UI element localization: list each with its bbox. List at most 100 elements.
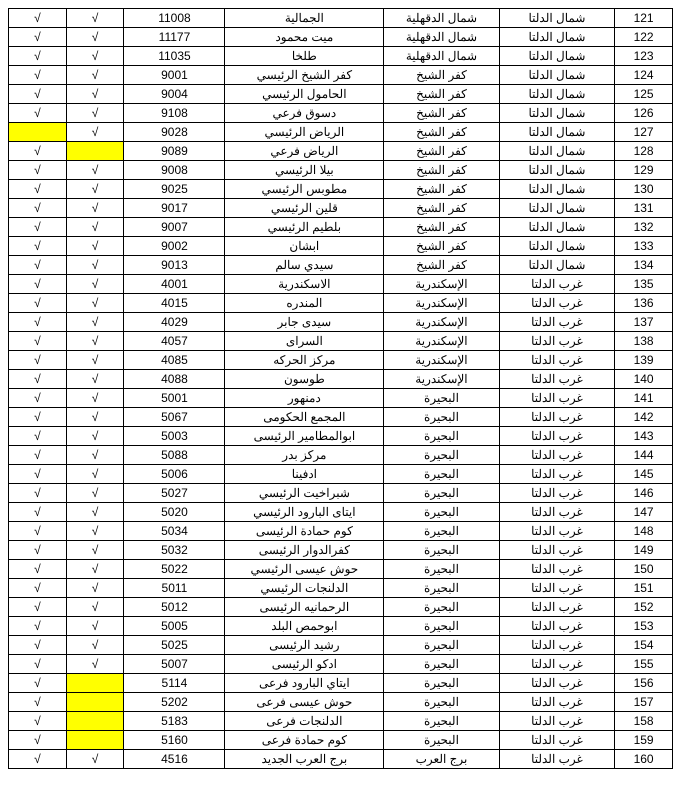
- branch-code: 4001: [124, 275, 225, 294]
- check-col-2: √: [66, 484, 124, 503]
- row-number: 154: [615, 636, 673, 655]
- check-col-1: √: [9, 598, 67, 617]
- branch-name: ابشان: [225, 237, 384, 256]
- row-number: 147: [615, 503, 673, 522]
- check-col-2: √: [66, 389, 124, 408]
- check-col-1: √: [9, 351, 67, 370]
- branch-name: شبراخيت الرئيسي: [225, 484, 384, 503]
- region: شمال الدلتا: [499, 66, 614, 85]
- table-row: √5114ايتاي البارود فرعىالبحيرةغرب الدلتا…: [9, 674, 673, 693]
- governorate: الإسكندرية: [384, 313, 499, 332]
- governorate: كفر الشيخ: [384, 256, 499, 275]
- region: غرب الدلتا: [499, 370, 614, 389]
- table-row: √√4057السراىالإسكندريةغرب الدلتا138: [9, 332, 673, 351]
- check-col-2: √: [66, 370, 124, 389]
- branch-code: 5005: [124, 617, 225, 636]
- check-col-1: √: [9, 47, 67, 66]
- governorate: البحيرة: [384, 560, 499, 579]
- check-col-2: [66, 142, 124, 161]
- region: غرب الدلتا: [499, 617, 614, 636]
- region: شمال الدلتا: [499, 47, 614, 66]
- table-row: √√4085مركز الحركهالإسكندريةغرب الدلتا139: [9, 351, 673, 370]
- row-number: 141: [615, 389, 673, 408]
- branch-name: مركز بدر: [225, 446, 384, 465]
- check-col-2: √: [66, 465, 124, 484]
- check-col-1: √: [9, 85, 67, 104]
- row-number: 121: [615, 9, 673, 28]
- check-col-2: √: [66, 332, 124, 351]
- governorate: البحيرة: [384, 446, 499, 465]
- region: شمال الدلتا: [499, 9, 614, 28]
- check-col-1: √: [9, 541, 67, 560]
- check-col-1: √: [9, 199, 67, 218]
- table-row: √√9007بلطيم الرئيسيكفر الشيخشمال الدلتا1…: [9, 218, 673, 237]
- branch-code: 5012: [124, 598, 225, 617]
- branch-code: 5006: [124, 465, 225, 484]
- region: شمال الدلتا: [499, 199, 614, 218]
- table-row: √√5007ادكو الرئيسىالبحيرةغرب الدلتا155: [9, 655, 673, 674]
- check-col-1: √: [9, 28, 67, 47]
- table-row: √√5001دمنهورالبحيرةغرب الدلتا141: [9, 389, 673, 408]
- check-col-2: √: [66, 446, 124, 465]
- branch-name: حوش عيسى فرعى: [225, 693, 384, 712]
- governorate: الإسكندرية: [384, 294, 499, 313]
- branch-name: سيدى جابر: [225, 313, 384, 332]
- check-col-1: √: [9, 503, 67, 522]
- branch-code: 4516: [124, 750, 225, 769]
- branch-name: الرياض الرئيسي: [225, 123, 384, 142]
- branch-code: 5067: [124, 408, 225, 427]
- region: غرب الدلتا: [499, 674, 614, 693]
- branch-code: 5160: [124, 731, 225, 750]
- check-col-2: √: [66, 28, 124, 47]
- governorate: الإسكندرية: [384, 275, 499, 294]
- region: غرب الدلتا: [499, 579, 614, 598]
- table-row: √5160كوم حمادة فرعىالبحيرةغرب الدلتا159: [9, 731, 673, 750]
- table-row: √5202حوش عيسى فرعىالبحيرةغرب الدلتا157: [9, 693, 673, 712]
- row-number: 129: [615, 161, 673, 180]
- check-col-2: √: [66, 408, 124, 427]
- branch-code: 5011: [124, 579, 225, 598]
- data-table-container: √√11008الجماليةشمال الدقهليةشمال الدلتا1…: [8, 8, 673, 769]
- branch-name: ايتاي البارود فرعى: [225, 674, 384, 693]
- branch-code: 11177: [124, 28, 225, 47]
- branch-code: 9013: [124, 256, 225, 275]
- check-col-1: √: [9, 636, 67, 655]
- row-number: 128: [615, 142, 673, 161]
- check-col-2: √: [66, 427, 124, 446]
- governorate: الإسكندرية: [384, 370, 499, 389]
- check-col-1: √: [9, 579, 67, 598]
- check-col-1: √: [9, 674, 67, 693]
- check-col-2: √: [66, 218, 124, 237]
- branch-code: 9001: [124, 66, 225, 85]
- table-row: √√9013سيدي سالمكفر الشيخشمال الدلتا134: [9, 256, 673, 275]
- row-number: 151: [615, 579, 673, 598]
- branch-name: الدلنجات الرئيسي: [225, 579, 384, 598]
- check-col-2: √: [66, 9, 124, 28]
- region: غرب الدلتا: [499, 351, 614, 370]
- row-number: 150: [615, 560, 673, 579]
- branch-code: 9004: [124, 85, 225, 104]
- check-col-2: [66, 693, 124, 712]
- check-col-1: √: [9, 389, 67, 408]
- check-col-1: √: [9, 560, 67, 579]
- check-col-1: √: [9, 332, 67, 351]
- branch-name: المندره: [225, 294, 384, 313]
- region: غرب الدلتا: [499, 427, 614, 446]
- branch-name: الاسكندرية: [225, 275, 384, 294]
- check-col-2: [66, 712, 124, 731]
- check-col-1: √: [9, 484, 67, 503]
- branch-code: 5001: [124, 389, 225, 408]
- governorate: البحيرة: [384, 427, 499, 446]
- region: غرب الدلتا: [499, 541, 614, 560]
- governorate: البحيرة: [384, 712, 499, 731]
- table-row: √√11008الجماليةشمال الدقهليةشمال الدلتا1…: [9, 9, 673, 28]
- table-row: √√9001كفر الشيخ الرئيسيكفر الشيخشمال الد…: [9, 66, 673, 85]
- governorate: كفر الشيخ: [384, 180, 499, 199]
- check-col-2: √: [66, 313, 124, 332]
- check-col-2: √: [66, 104, 124, 123]
- check-col-1: √: [9, 66, 67, 85]
- governorate: شمال الدقهلية: [384, 47, 499, 66]
- branch-name: بلطيم الرئيسي: [225, 218, 384, 237]
- branch-name: قلين الرئيسي: [225, 199, 384, 218]
- check-col-1: √: [9, 218, 67, 237]
